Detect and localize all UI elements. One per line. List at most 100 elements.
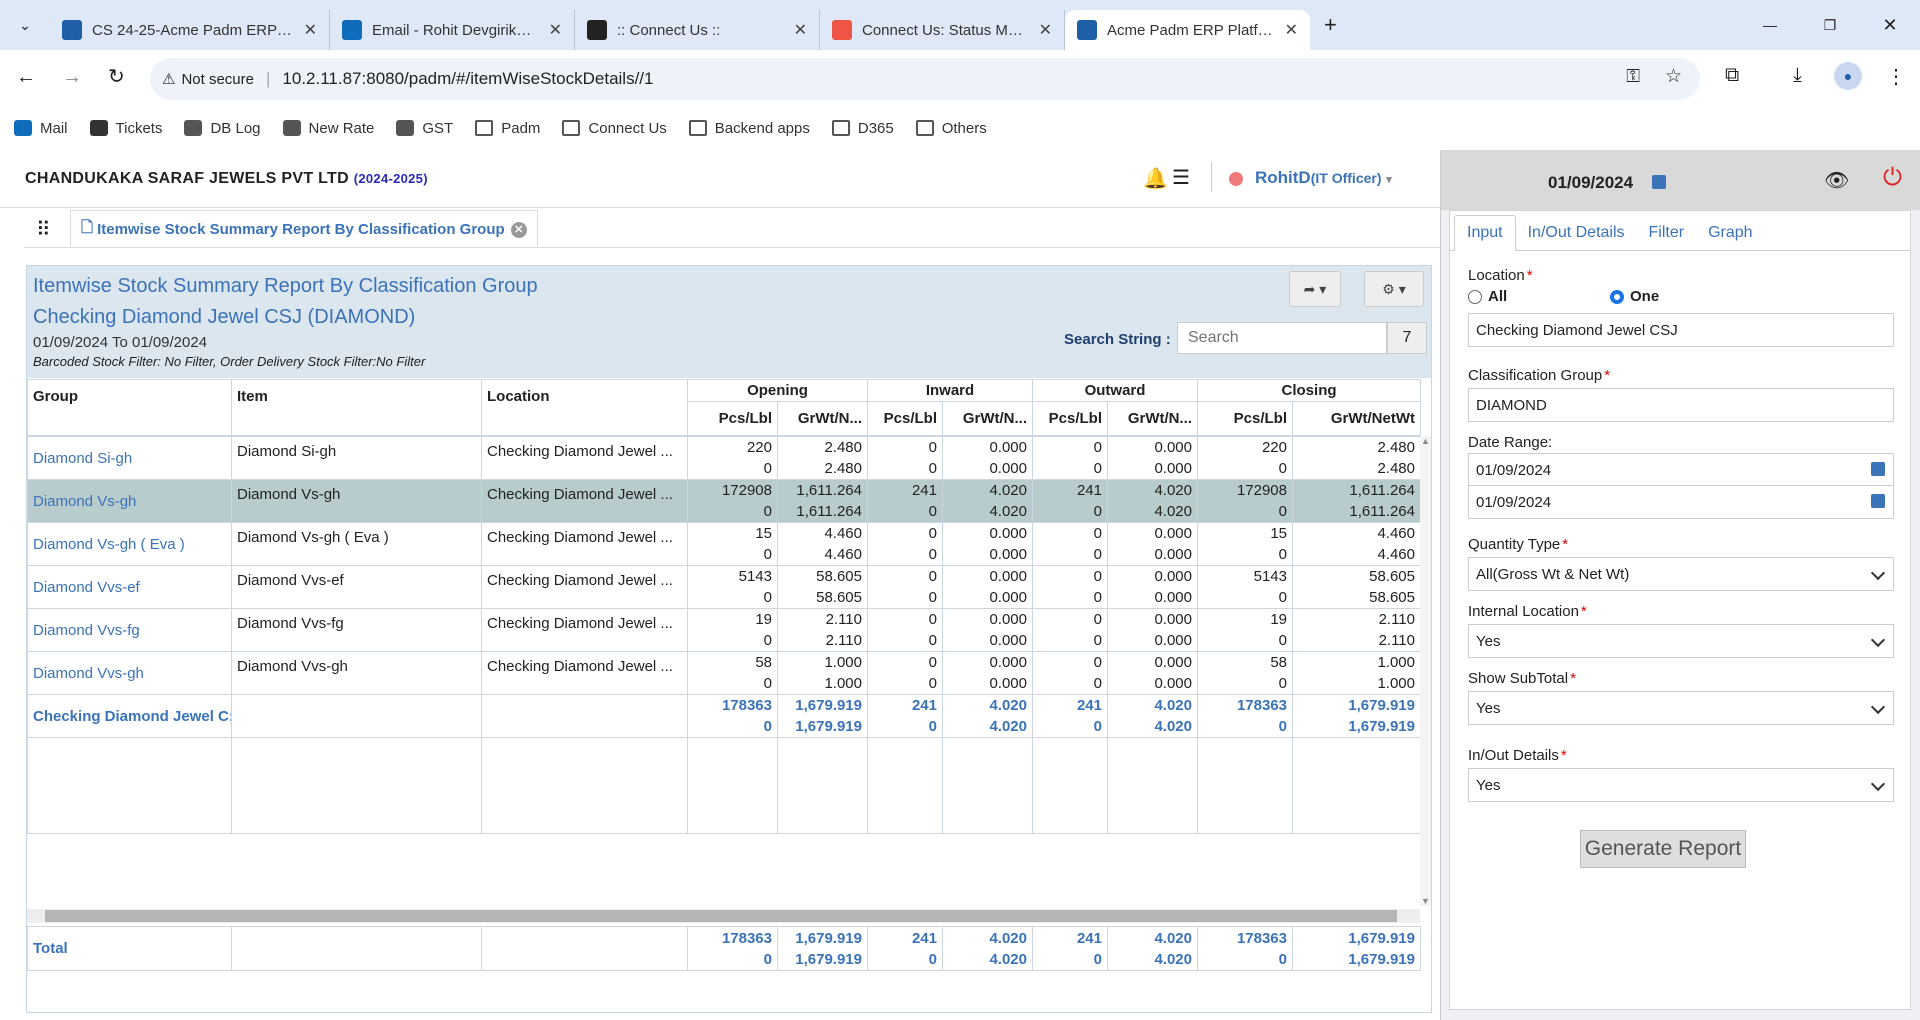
browser-tab-title[interactable]: Connect Us: Status Masters: [862, 21, 1029, 39]
group-link[interactable]: Diamond Vvs-fg: [27, 608, 232, 652]
radio-all[interactable]: [1468, 289, 1482, 304]
calendar-icon[interactable]: [1871, 494, 1885, 508]
user-role[interactable]: (IT Officer): [1310, 170, 1382, 186]
radio-all-label[interactable]: All: [1488, 288, 1508, 305]
show-subtotal-select[interactable]: Yes: [1468, 691, 1894, 725]
col-location[interactable]: Location: [481, 379, 688, 436]
bookmark-backend-apps[interactable]: Backend apps: [688, 120, 810, 137]
browser-tab-title[interactable]: CS 24-25-Acme Padm ERP Platf: [92, 21, 294, 39]
panel-tab-filter[interactable]: Filter: [1648, 224, 1685, 241]
tab-search-button[interactable]: ⌄: [19, 16, 31, 33]
col-item[interactable]: Item: [231, 379, 482, 436]
share-button[interactable]: ➦ ▾: [1289, 271, 1341, 307]
close-tab-icon[interactable]: ✕: [510, 221, 527, 238]
chevron-down-icon[interactable]: ▾: [1386, 174, 1392, 186]
calendar-icon[interactable]: [1871, 462, 1885, 476]
download-icon[interactable]: ⤓: [1793, 64, 1802, 86]
panel-tab-in-out-details[interactable]: In/Out Details: [1527, 224, 1625, 241]
power-icon[interactable]: ⏻: [1883, 164, 1902, 191]
menu-icon[interactable]: ⋮: [1886, 66, 1906, 88]
forward-icon[interactable]: →: [62, 66, 82, 88]
list-icon[interactable]: ☰: [1172, 167, 1190, 189]
user-name[interactable]: RohitD: [1255, 168, 1311, 187]
bookmark-label[interactable]: Mail: [40, 119, 68, 137]
settings-button[interactable]: ⚙ ▾: [1364, 271, 1424, 307]
classification-group-input[interactable]: DIAMOND: [1468, 388, 1894, 422]
generate-report-button[interactable]: Generate Report: [1580, 830, 1746, 868]
bookmark-label[interactable]: Tickets: [115, 119, 163, 137]
url-text[interactable]: 10.2.11.87:8080/padm/#/itemWiseStockDeta…: [282, 69, 654, 88]
radio-one-label[interactable]: One: [1630, 288, 1660, 305]
reload-icon[interactable]: ↻: [108, 66, 125, 88]
page-tab-label[interactable]: Itemwise Stock Summary Report By Classif…: [97, 221, 505, 238]
date-from-value[interactable]: 01/09/2024: [1476, 461, 1552, 479]
group-link[interactable]: Diamond Vs-gh ( Eva ): [27, 522, 232, 566]
col-inward-grwt[interactable]: GrWt/N...: [942, 401, 1034, 436]
page-tab[interactable]: 🗋 Itemwise Stock Summary Report By Class…: [70, 210, 538, 248]
col-closing-grwt[interactable]: GrWt/NetWt: [1292, 401, 1422, 436]
table-row[interactable]: Diamond Vs-gh Diamond Vs-gh Checking Diamo…: [27, 479, 1421, 523]
radio-one[interactable]: [1610, 289, 1624, 304]
internal-location-select[interactable]: Yes: [1468, 624, 1894, 658]
table-row[interactable]: Diamond Si-gh Diamond Si-gh Checking Diamo…: [27, 436, 1421, 480]
panel-tab-input[interactable]: Input: [1454, 215, 1516, 251]
omnibox[interactable]: ⚠ Not secure | 10.2.11.87:8080/padm/#/it…: [150, 58, 1700, 100]
new-tab-button[interactable]: +: [1324, 12, 1337, 37]
group-link[interactable]: Diamond Si-gh: [27, 436, 232, 480]
scrollbar-thumb[interactable]: [45, 910, 1397, 922]
bookmark-label[interactable]: Others: [941, 119, 987, 137]
table-row[interactable]: Diamond Vvs-ef Diamond Vvs-ef Checking Dia…: [27, 565, 1421, 609]
user-menu[interactable]: RohitD(IT Officer) ▾: [1255, 168, 1392, 188]
bookmark-label[interactable]: DB Log: [210, 119, 261, 137]
col-closing-pcs[interactable]: Pcs/Lbl: [1197, 401, 1294, 436]
restore-icon[interactable]: ❐: [1823, 16, 1837, 33]
bookmark-gst[interactable]: GST: [396, 120, 453, 137]
browser-tab-title[interactable]: Acme Padm ERP Platform 1.00: [1107, 21, 1275, 39]
group-link[interactable]: Diamond Vs-gh: [27, 479, 232, 523]
col-opening-grwt[interactable]: GrWt/N...: [776, 401, 869, 436]
date-from-input[interactable]: 01/09/2024: [1468, 453, 1894, 487]
bookmark-others[interactable]: Others: [915, 119, 987, 137]
bookmark-padm[interactable]: Padm: [475, 120, 540, 137]
browser-tab-title[interactable]: Email - Rohit Devgirikar - Outlo: [372, 21, 539, 39]
browser-tab[interactable]: Email - Rohit Devgirikar - Outlo ✕: [330, 10, 575, 50]
inout-details-select[interactable]: Yes: [1468, 768, 1894, 802]
bookmark-label[interactable]: Padm: [501, 119, 541, 137]
close-tab-icon[interactable]: ✕: [1284, 22, 1298, 39]
minimize-icon[interactable]: —: [1763, 17, 1777, 33]
table-row[interactable]: Diamond Vs-gh ( Eva ) Diamond Vs-gh ( Eva…: [27, 522, 1421, 566]
close-tab-icon[interactable]: ✕: [548, 22, 562, 39]
date-to-value[interactable]: 01/09/2024: [1476, 493, 1552, 511]
panel-tab-graph[interactable]: Graph: [1708, 224, 1753, 241]
table-row[interactable]: Diamond Vvs-fg Diamond Vvs-fg Checking Dia…: [27, 608, 1421, 652]
col-outward-grwt[interactable]: GrWt/N...: [1107, 401, 1199, 436]
search-input[interactable]: [1177, 322, 1387, 354]
col-inward-pcs[interactable]: Pcs/Lbl: [867, 401, 944, 436]
location-input[interactable]: Checking Diamond Jewel CSJ: [1468, 313, 1894, 347]
browser-tab-title[interactable]: :: Connect Us ::: [617, 21, 721, 39]
eye-off-icon[interactable]: 👁: [1824, 170, 1850, 192]
bookmark-connect-us[interactable]: Connect Us: [562, 119, 667, 137]
bell-icon[interactable]: 🔔: [1143, 168, 1168, 190]
bookmark-new-rate[interactable]: New Rate: [282, 120, 374, 137]
col-outward-pcs[interactable]: Pcs/Lbl: [1032, 401, 1109, 436]
extensions-icon[interactable]: ⧉: [1725, 64, 1740, 86]
close-tab-icon[interactable]: ✕: [1038, 22, 1052, 39]
bookmark-label[interactable]: Connect Us: [588, 119, 667, 137]
col-opening-pcs[interactable]: Pcs/Lbl: [687, 401, 778, 436]
group-link[interactable]: Diamond Vvs-ef: [27, 565, 232, 609]
quantity-type-select[interactable]: All(Gross Wt & Net Wt): [1468, 557, 1894, 591]
profile-avatar[interactable]: ●: [1834, 62, 1862, 90]
table-row[interactable]: Diamond Vvs-gh Diamond Vvs-gh Checking Dia…: [27, 651, 1421, 695]
close-tab-icon[interactable]: ✕: [793, 22, 807, 39]
browser-tab[interactable]: Acme Padm ERP Platform 1.00 ✕: [1065, 10, 1310, 50]
close-tab-icon[interactable]: ✕: [303, 22, 317, 39]
col-group[interactable]: Group: [27, 379, 232, 436]
group-link[interactable]: Diamond Vvs-gh: [27, 651, 232, 695]
bookmark-mail[interactable]: Mail: [14, 120, 68, 137]
bookmark-label[interactable]: GST: [422, 119, 454, 137]
bookmark-label[interactable]: D365: [857, 119, 894, 137]
calendar-icon[interactable]: [1652, 175, 1666, 189]
back-icon[interactable]: ←: [16, 66, 36, 88]
bookmark-d365[interactable]: D365: [831, 119, 894, 137]
